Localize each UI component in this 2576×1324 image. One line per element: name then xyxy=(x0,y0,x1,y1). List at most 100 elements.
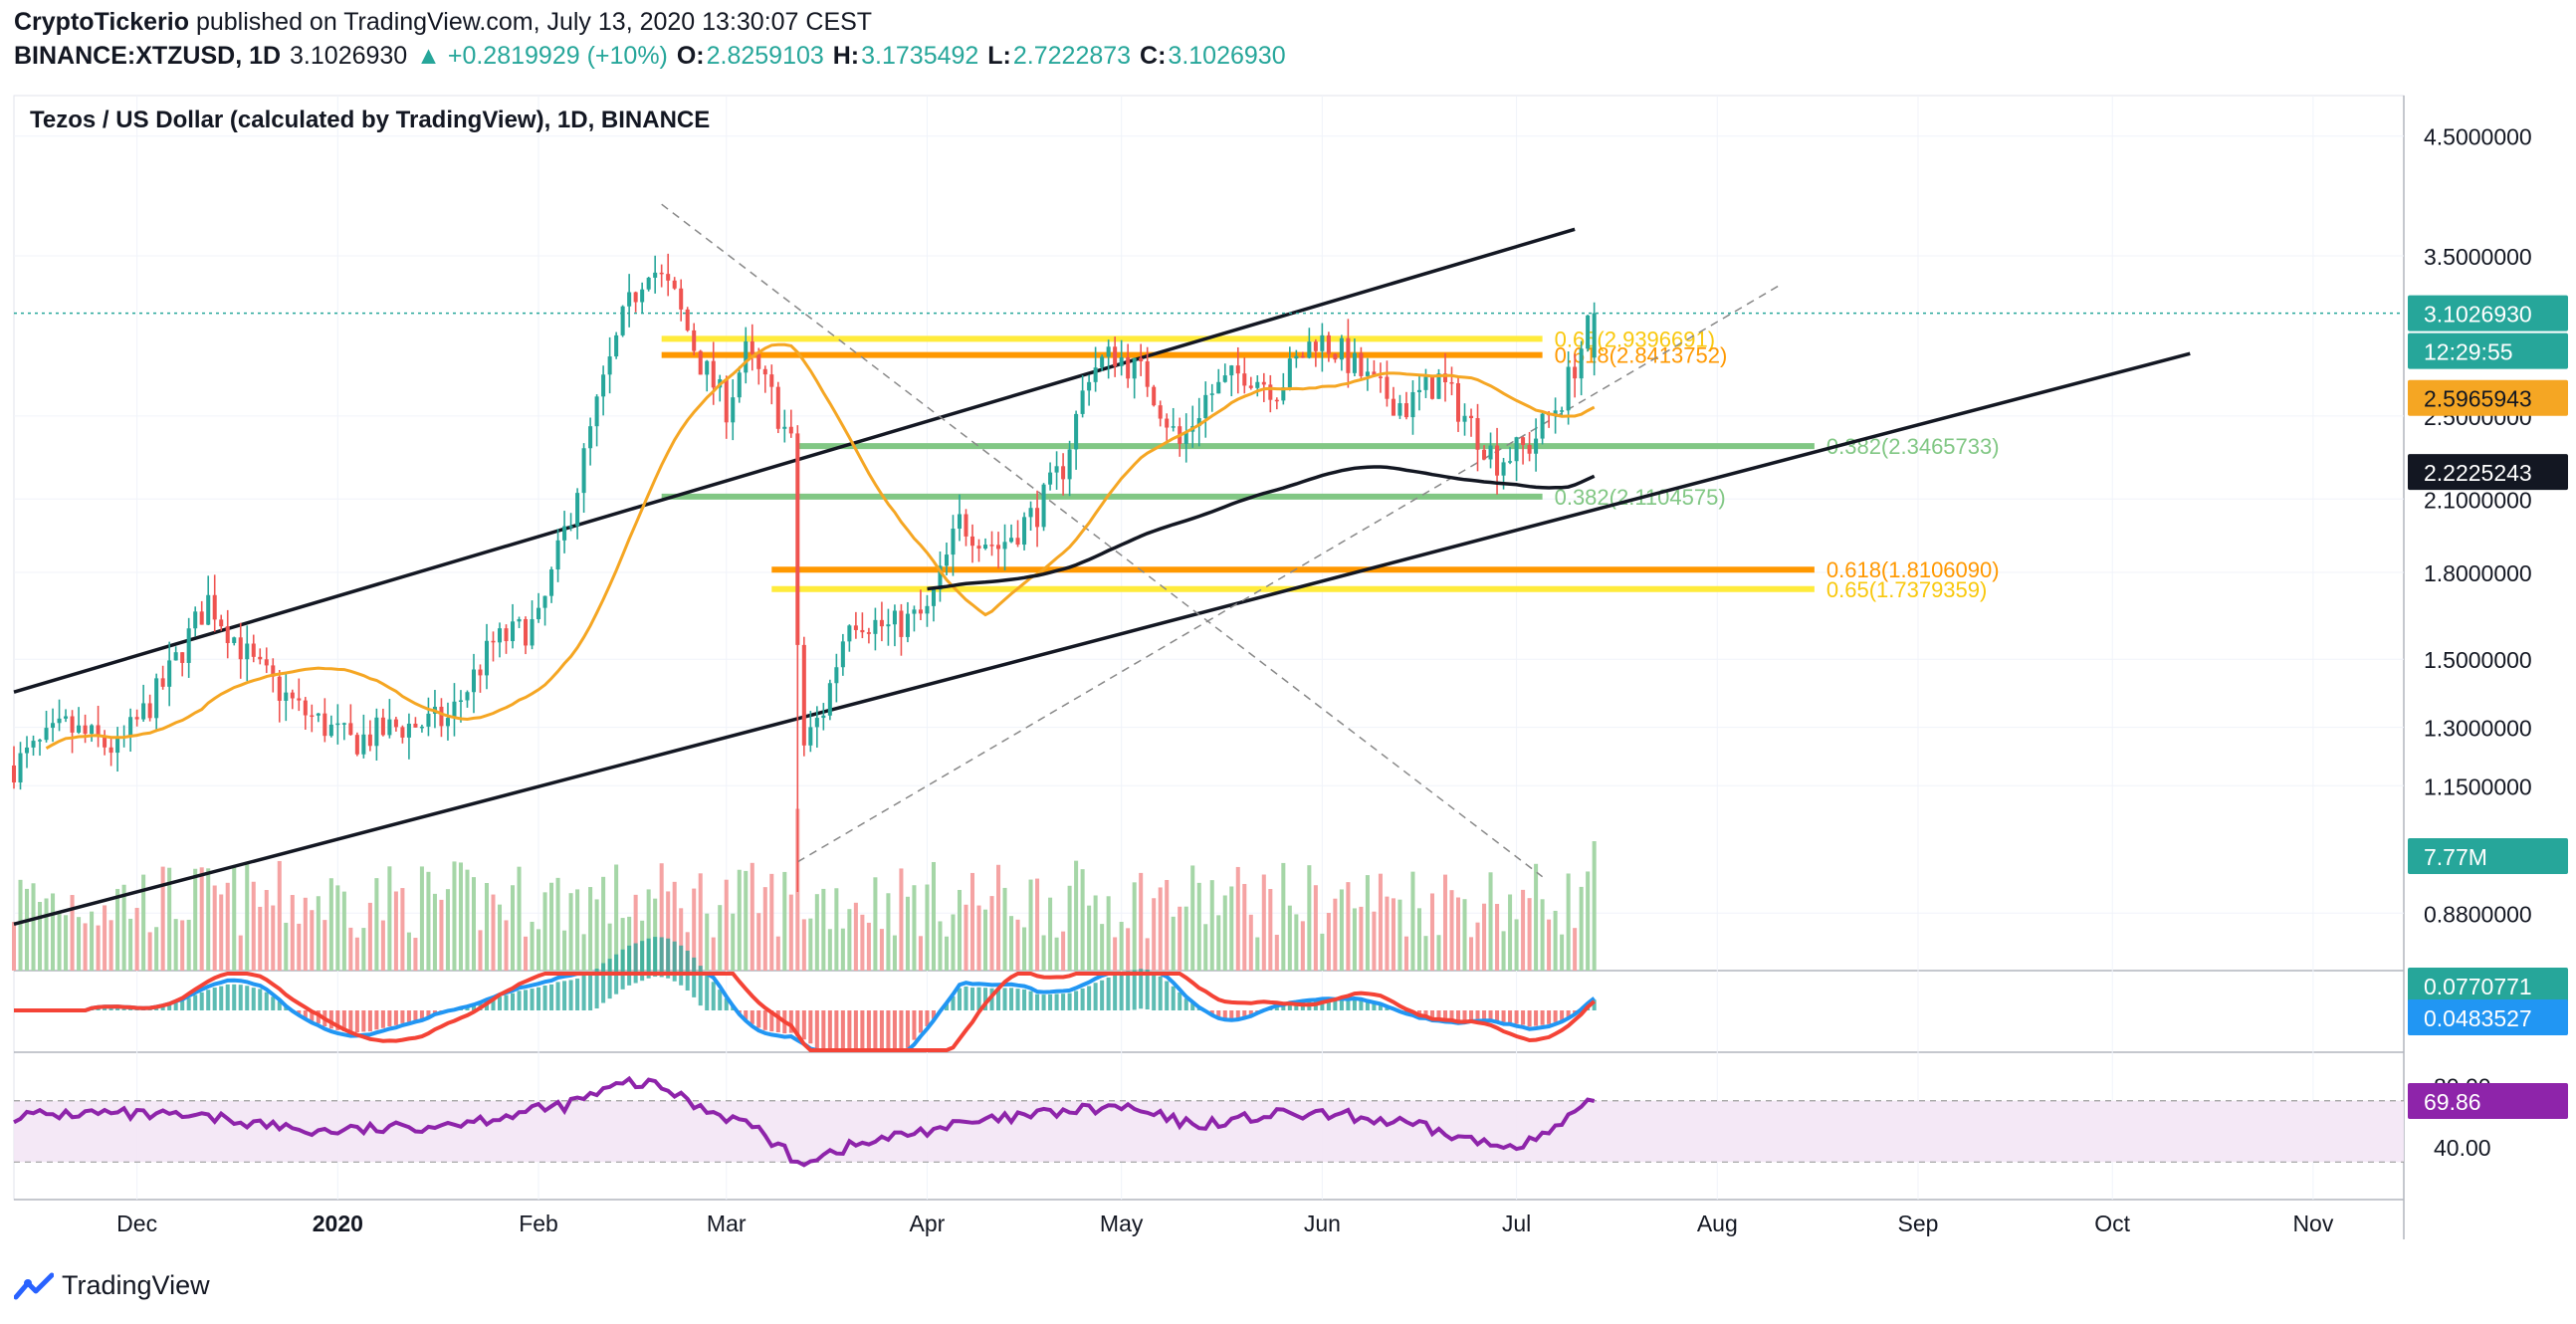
macd-histogram-bar xyxy=(581,975,586,1010)
macd-histogram-bar xyxy=(860,1010,865,1050)
macd-histogram-bar xyxy=(1093,983,1098,1010)
candle-body xyxy=(866,632,871,634)
candle-body xyxy=(672,280,677,289)
rsi-pane xyxy=(13,1075,2404,1168)
candle-body xyxy=(251,643,256,657)
volume-bar xyxy=(1521,889,1526,971)
candle-body xyxy=(1592,313,1597,358)
macd-histogram-bar xyxy=(310,1010,315,1021)
candle-body xyxy=(1365,371,1370,376)
macd-histogram-bar xyxy=(206,990,211,1010)
publisher-name[interactable]: CryptoTickerio xyxy=(14,8,189,36)
candle-body xyxy=(795,433,800,645)
macd-histogram-bar xyxy=(406,1010,411,1022)
candle-body xyxy=(646,277,651,290)
volume-bar xyxy=(847,909,852,971)
macd-histogram-bar xyxy=(1378,1004,1383,1010)
volume-bar xyxy=(1397,899,1402,971)
macd-histogram-bar xyxy=(808,1010,813,1044)
macd-histogram-bar xyxy=(1190,1002,1195,1010)
candle-body xyxy=(354,735,359,755)
candle-body xyxy=(1442,373,1448,382)
volume-bar xyxy=(517,866,522,971)
macd-histogram-bar xyxy=(853,1010,858,1050)
volume-bar xyxy=(1469,937,1474,971)
volume-bar xyxy=(1566,873,1571,971)
volume-bar xyxy=(1313,885,1318,971)
y-tick-label: 3.5000000 xyxy=(2424,244,2532,270)
volume-bar xyxy=(361,928,366,971)
macd-histogram-bar xyxy=(1158,976,1163,1010)
candle-body xyxy=(1436,373,1441,399)
candle-body xyxy=(951,529,956,555)
macd-histogram-bar xyxy=(1080,988,1085,1010)
candle-body xyxy=(750,340,754,354)
candle-body xyxy=(1268,384,1273,400)
volume-bar xyxy=(1009,916,1014,971)
candle-body xyxy=(206,594,211,625)
candle-body xyxy=(1372,371,1377,377)
candle-body xyxy=(1113,346,1118,366)
volume-bar xyxy=(1586,871,1591,971)
candle-body xyxy=(90,725,95,735)
moving-averages xyxy=(45,342,1596,751)
macd-histogram-bar xyxy=(1475,1010,1480,1020)
candle-body xyxy=(1300,355,1305,358)
volume-bar xyxy=(277,860,282,971)
volume-bar xyxy=(1495,903,1500,971)
candle-body xyxy=(853,625,858,630)
volume-bar xyxy=(679,908,684,971)
y-tick-label: 1.1500000 xyxy=(2424,773,2532,799)
candle-body xyxy=(685,309,690,331)
candle-body xyxy=(400,727,405,738)
volume-bar xyxy=(938,921,943,971)
tradingview-brand[interactable]: TradingView xyxy=(62,1270,210,1300)
volume-bar xyxy=(866,922,871,971)
symbol-label: BINANCE:XTZUSD, 1D xyxy=(14,42,282,70)
candle-body xyxy=(103,736,107,748)
volume-bar xyxy=(1216,915,1221,971)
macd-histogram-bar xyxy=(1482,1010,1487,1019)
volume-bar xyxy=(374,878,379,971)
volume-bar xyxy=(562,930,567,971)
volume-bar xyxy=(458,862,463,971)
macd-histogram-bar xyxy=(413,1010,418,1020)
macd-histogram-bar xyxy=(1449,1010,1454,1021)
volume-bar xyxy=(594,899,599,971)
volume-bar xyxy=(1054,937,1059,971)
candle-body xyxy=(271,665,276,677)
candle-body xyxy=(1397,403,1402,416)
volume-bar xyxy=(860,914,865,971)
volume-bar xyxy=(879,929,884,971)
fib-diagonal-up xyxy=(796,283,1783,863)
macd-histogram-bar xyxy=(537,987,541,1010)
volume-bar xyxy=(1196,882,1201,971)
macd-histogram-bar xyxy=(186,997,191,1010)
volume-bar xyxy=(1339,889,1344,971)
volume-value: 7.77M xyxy=(2424,844,2487,870)
volume-bar xyxy=(912,885,917,971)
macd-histogram-bar xyxy=(167,1004,172,1010)
candle-body xyxy=(1229,365,1234,376)
candle-body xyxy=(1307,341,1312,358)
volume-bar xyxy=(1067,885,1072,971)
macd-histogram-bar xyxy=(666,938,671,979)
candle-body xyxy=(1416,389,1421,392)
macd-histogram-bar xyxy=(517,991,522,1010)
macd-histogram-bar xyxy=(568,980,573,1010)
candle-body xyxy=(374,717,379,747)
macd-histogram-bar xyxy=(524,990,529,1010)
volume-bar xyxy=(575,889,580,971)
volume-bar xyxy=(1222,895,1227,971)
macd-histogram-bar xyxy=(232,984,237,1010)
volume-bar xyxy=(1119,922,1124,971)
candle-body xyxy=(944,554,949,566)
macd-histogram-bar xyxy=(1178,992,1182,1010)
macd-histogram-bar xyxy=(989,988,994,1010)
volume-bar xyxy=(659,863,664,971)
volume-bar xyxy=(1165,879,1170,971)
candle-body xyxy=(245,643,250,660)
tradingview-logo-icon[interactable] xyxy=(14,1271,54,1301)
volume-bar xyxy=(1183,906,1188,971)
